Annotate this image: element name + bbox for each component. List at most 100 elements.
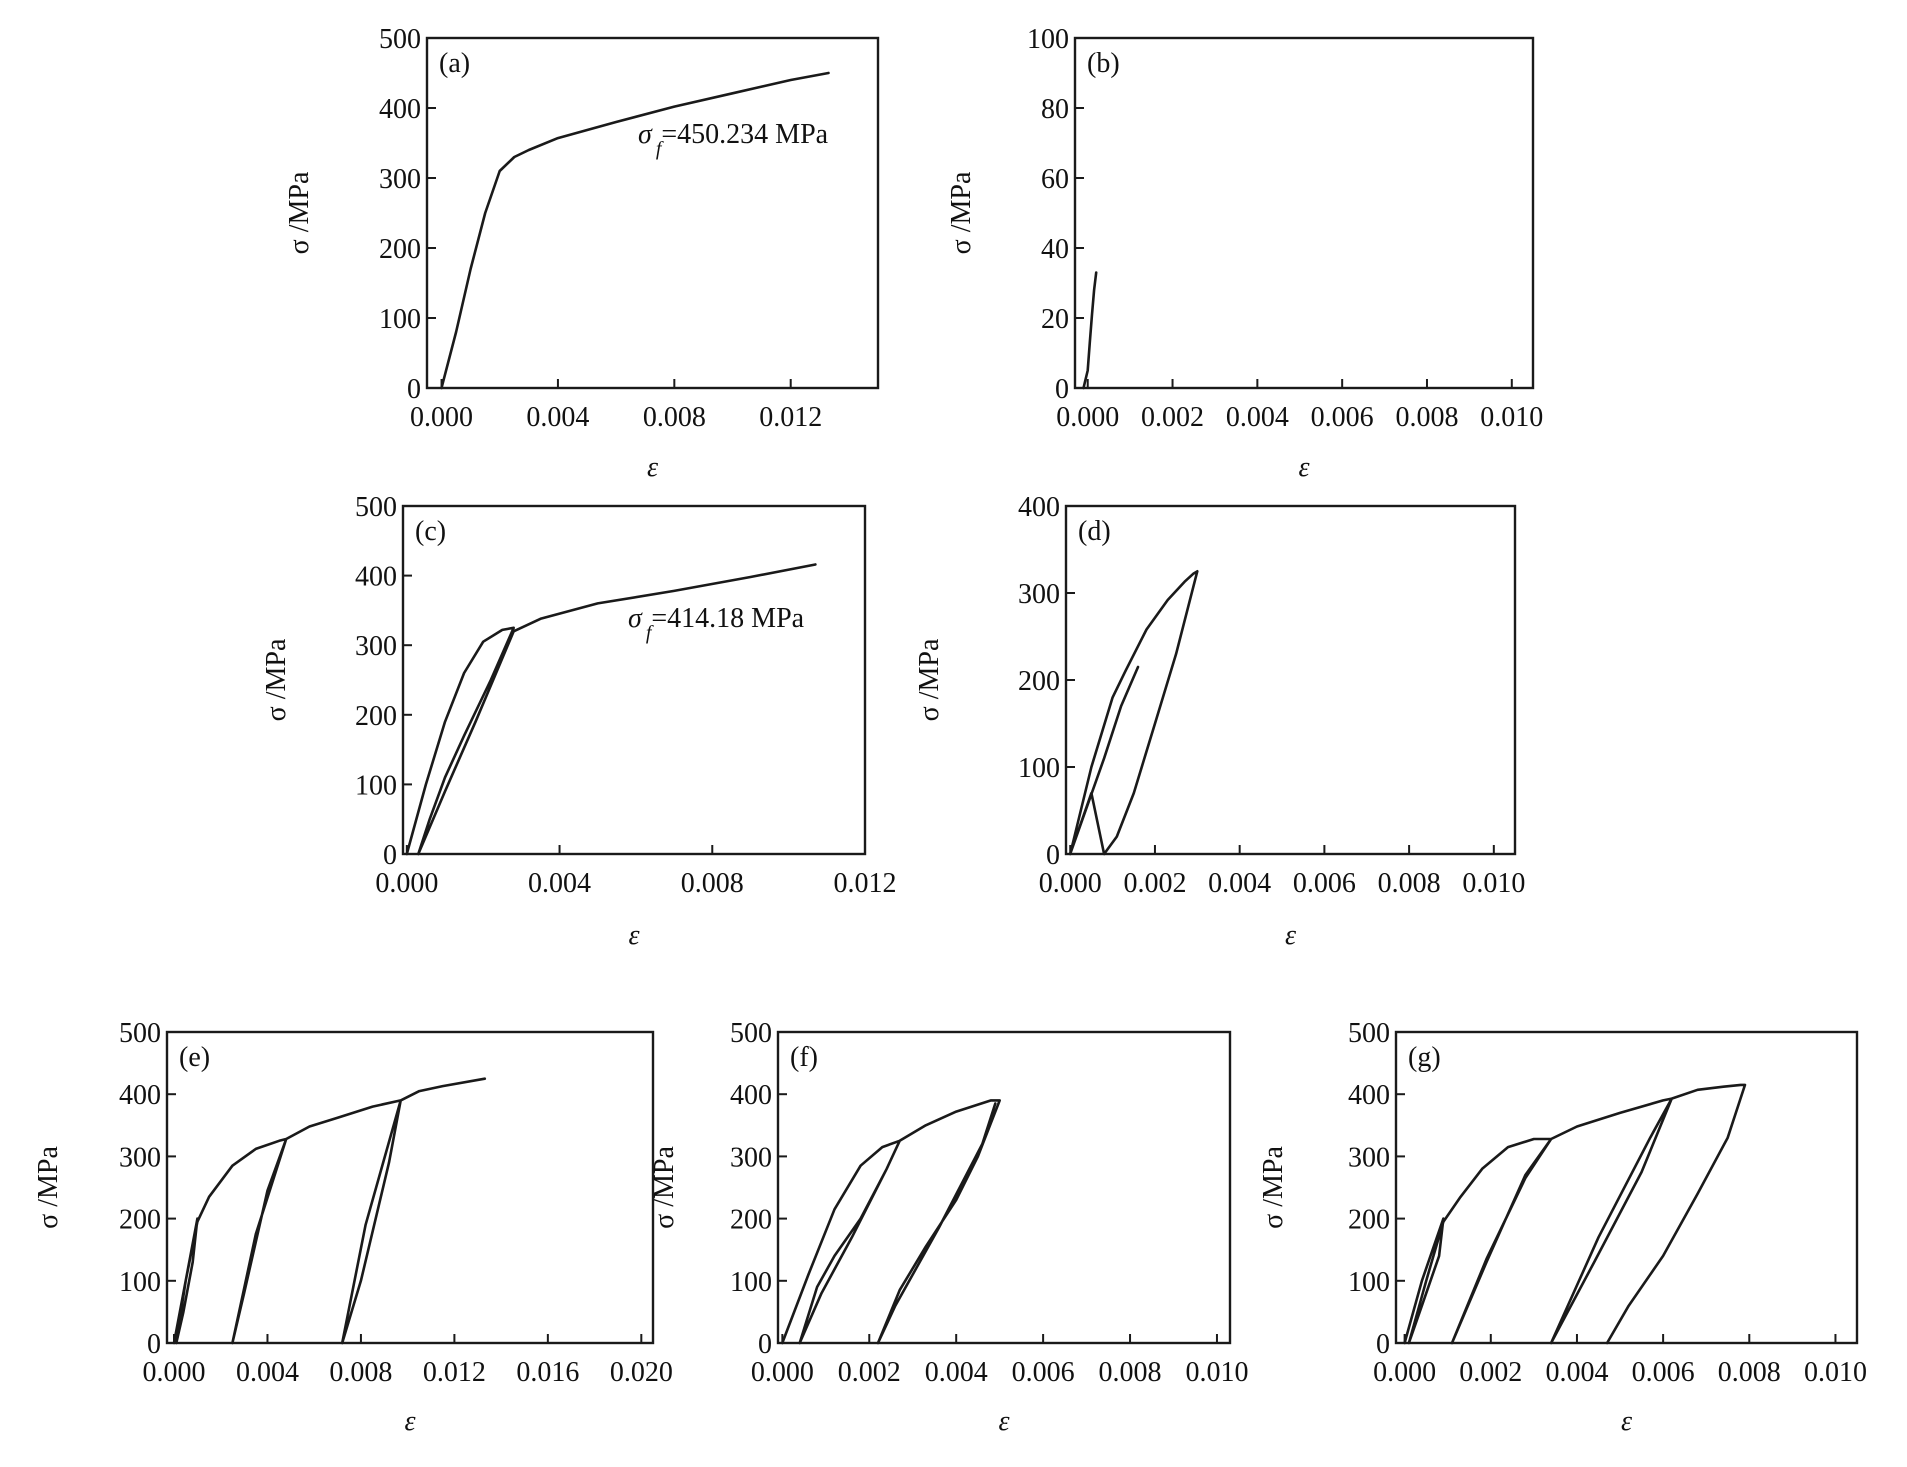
y-tick-label-b: 40	[1041, 234, 1069, 265]
y-tick-label-b: 20	[1041, 304, 1069, 335]
y-tick-label-g: 100	[1348, 1267, 1390, 1298]
x-axis-label-b: ε	[1298, 452, 1309, 483]
panel-label-e: (e)	[179, 1042, 210, 1073]
panel-e: 0.000 0.004 0.008 0.012 0.016 0.020 0 100 200 300…	[33, 1018, 673, 1437]
panel-b: 0.000 0.002 0.004 0.006 0.008 0.010 0 20 40 60 80 1…	[946, 24, 1543, 483]
y-axis-label-e: σ /MPa	[33, 1146, 64, 1229]
x-tick-label-d: 0.008	[1378, 868, 1441, 899]
panel-label-g: (g)	[1408, 1042, 1441, 1073]
x-tick-label-e: 0.004	[236, 1357, 299, 1388]
x-tick-label-b: 0.008	[1395, 402, 1458, 433]
plot-frame-c	[401, 504, 867, 856]
plot-frame-f	[776, 1030, 1232, 1345]
y-axis-label-a: σ /MPa	[284, 171, 315, 254]
stress-strain-curve-a	[440, 71, 830, 390]
panel-c: 0.000 0.004 0.008 0.012 0 100 200 300 400 500 (c) ε…	[261, 492, 897, 951]
x-tick-label-e: 0.012	[423, 1357, 486, 1388]
plot-frame-g	[1394, 1030, 1859, 1345]
y-tick-label-b: 80	[1041, 94, 1069, 125]
plot-frame-b	[1073, 36, 1535, 390]
y-tick-label-a: 100	[379, 304, 421, 335]
x-tick-label-d: 0.006	[1293, 868, 1356, 899]
y-tick-label-g: 0	[1376, 1329, 1390, 1360]
x-axis-label-c: ε	[628, 920, 639, 951]
y-tick-label-a: 200	[379, 234, 421, 265]
panel-label-b: (b)	[1087, 48, 1120, 79]
y-tick-label-c: 200	[355, 701, 397, 732]
x-axis-label-f: ε	[998, 1406, 1009, 1437]
y-tick-label-a: 0	[407, 374, 421, 405]
stress-strain-curve-g	[1403, 1083, 1747, 1345]
x-tick-label-f: 0.002	[838, 1357, 901, 1388]
x-tick-label-e: 0.000	[143, 1357, 206, 1388]
y-tick-label-c: 100	[355, 770, 397, 801]
x-tick-label-c: 0.008	[681, 868, 744, 899]
fracture-stress-annotation-a: σ f=450.234 MPa	[638, 119, 829, 160]
x-tick-label-g: 0.000	[1373, 1357, 1436, 1388]
x-tick-label-a: 0.012	[759, 402, 822, 433]
x-tick-label-b: 0.002	[1141, 402, 1204, 433]
x-tick-label-e: 0.016	[516, 1357, 579, 1388]
y-tick-label-e: 500	[119, 1018, 161, 1049]
stress-strain-curve-f	[780, 1099, 1002, 1345]
x-tick-label-d: 0.004	[1208, 868, 1271, 899]
y-axis-label-b: σ /MPa	[946, 171, 977, 254]
fracture-stress-value: =414.18 MPa	[651, 603, 804, 634]
y-tick-label-d: 0	[1046, 840, 1060, 871]
y-tick-label-g: 400	[1348, 1080, 1390, 1111]
panel-label-d: (d)	[1078, 516, 1111, 547]
x-tick-label-c: 0.004	[528, 868, 591, 899]
y-tick-label-g: 200	[1348, 1205, 1390, 1236]
stress-strain-curve-d	[1068, 569, 1199, 856]
fracture-stress-annotation-c: σ f=414.18 MPa	[628, 603, 805, 644]
x-tick-label-f: 0.000	[751, 1357, 814, 1388]
y-tick-label-c: 400	[355, 562, 397, 593]
x-axis-label-g: ε	[1621, 1406, 1632, 1437]
y-tick-label-f: 200	[730, 1205, 772, 1236]
subscript-f: f	[646, 622, 654, 644]
y-tick-label-b: 100	[1027, 24, 1069, 55]
x-tick-label-c: 0.012	[834, 868, 897, 899]
plot-frame-e	[165, 1030, 655, 1345]
x-tick-label-g: 0.010	[1804, 1357, 1867, 1388]
x-tick-label-g: 0.008	[1718, 1357, 1781, 1388]
subscript-f: f	[656, 138, 664, 160]
y-tick-label-f: 300	[730, 1142, 772, 1173]
y-tick-label-e: 400	[119, 1080, 161, 1111]
y-tick-label-c: 300	[355, 631, 397, 662]
y-tick-label-d: 200	[1018, 666, 1060, 697]
y-tick-label-g: 500	[1348, 1018, 1390, 1049]
x-tick-label-f: 0.004	[925, 1357, 988, 1388]
x-tick-label-a: 0.000	[410, 402, 473, 433]
panel-label-a: (a)	[439, 48, 470, 79]
y-tick-label-g: 300	[1348, 1142, 1390, 1173]
panel-f: 0.000 0.002 0.004 0.006 0.008 0.010 0 100 200 300…	[649, 1018, 1248, 1437]
y-axis-label-c: σ /MPa	[261, 638, 292, 721]
y-tick-label-a: 300	[379, 164, 421, 195]
y-tick-label-e: 0	[147, 1329, 161, 1360]
x-tick-label-g: 0.004	[1545, 1357, 1608, 1388]
panel-label-f: (f)	[790, 1042, 818, 1073]
x-axis-label-a: ε	[647, 452, 658, 483]
y-tick-label-e: 100	[119, 1267, 161, 1298]
x-tick-label-b: 0.000	[1056, 402, 1119, 433]
y-tick-label-d: 100	[1018, 753, 1060, 784]
x-tick-label-f: 0.006	[1012, 1357, 1075, 1388]
x-tick-label-b: 0.004	[1226, 402, 1289, 433]
panel-a: 0.000 0.004 0.008 0.012 0 100 200 300 400 500 (a) ε…	[284, 24, 880, 483]
x-tick-label-f: 0.008	[1099, 1357, 1162, 1388]
y-tick-label-f: 500	[730, 1018, 772, 1049]
y-tick-label-f: 100	[730, 1267, 772, 1298]
y-tick-label-b: 0	[1055, 374, 1069, 405]
y-tick-label-d: 300	[1018, 579, 1060, 610]
x-tick-label-d: 0.002	[1123, 868, 1186, 899]
panel-label-c: (c)	[415, 516, 446, 547]
y-tick-label-e: 300	[119, 1142, 161, 1173]
fracture-stress-value: =450.234 MPa	[661, 119, 828, 150]
x-tick-label-e: 0.020	[610, 1357, 673, 1388]
y-tick-label-e: 200	[119, 1205, 161, 1236]
x-tick-label-f: 0.010	[1185, 1357, 1248, 1388]
y-tick-label-f: 400	[730, 1080, 772, 1111]
x-tick-label-a: 0.008	[643, 402, 706, 433]
y-axis-label-f: σ /MPa	[649, 1146, 680, 1229]
